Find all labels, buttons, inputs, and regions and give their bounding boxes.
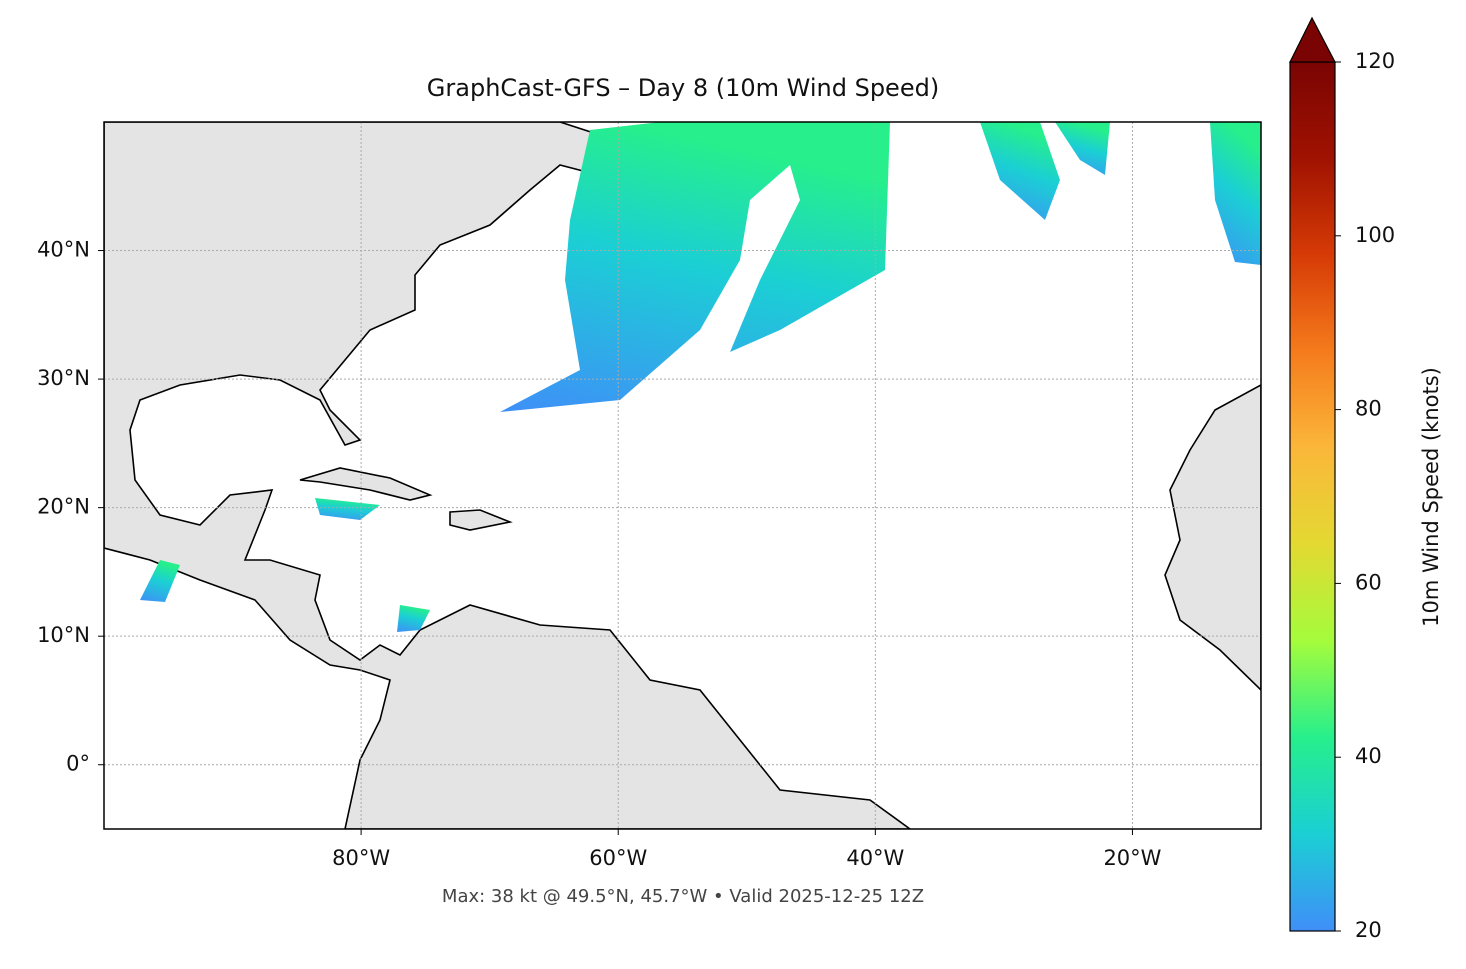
cuba — [299, 467, 433, 501]
africa — [1164, 384, 1261, 692]
x-tick-label: 40°W — [846, 846, 904, 870]
y-tick-label: 10°N — [37, 623, 90, 647]
hispaniola — [449, 509, 513, 531]
y-tick-label: 40°N — [37, 238, 90, 262]
y-tick-label: 20°N — [37, 495, 90, 519]
y-tick-label: 30°N — [37, 366, 90, 390]
colorbar-tick-label: 80 — [1355, 397, 1382, 421]
map-area — [104, 122, 1261, 829]
wind-field — [140, 122, 1261, 632]
colorbar-tick-label: 40 — [1355, 744, 1382, 768]
chart-title: GraphCast-GFS – Day 8 (10m Wind Speed) — [427, 74, 939, 102]
colorbar-tick-label: 20 — [1355, 918, 1382, 942]
map-frame — [103, 121, 1262, 830]
colorbar-tick-label: 60 — [1355, 570, 1382, 594]
annotation: Max: 38 kt @ 49.5°N, 45.7°W • Valid 2025… — [442, 886, 924, 907]
y-tick-label: 0° — [66, 752, 90, 776]
colorbar-extend — [1289, 16, 1336, 63]
colorbar-label: 10m Wind Speed (knots) — [1419, 367, 1443, 627]
americas — [104, 122, 912, 829]
x-tick-label: 60°W — [589, 846, 647, 870]
colorbar — [1289, 61, 1336, 932]
colorbar-tick-label: 120 — [1355, 49, 1395, 73]
x-tick-label: 80°W — [332, 846, 390, 870]
x-tick-label: 20°W — [1103, 846, 1161, 870]
colorbar-tick-label: 100 — [1355, 223, 1395, 247]
